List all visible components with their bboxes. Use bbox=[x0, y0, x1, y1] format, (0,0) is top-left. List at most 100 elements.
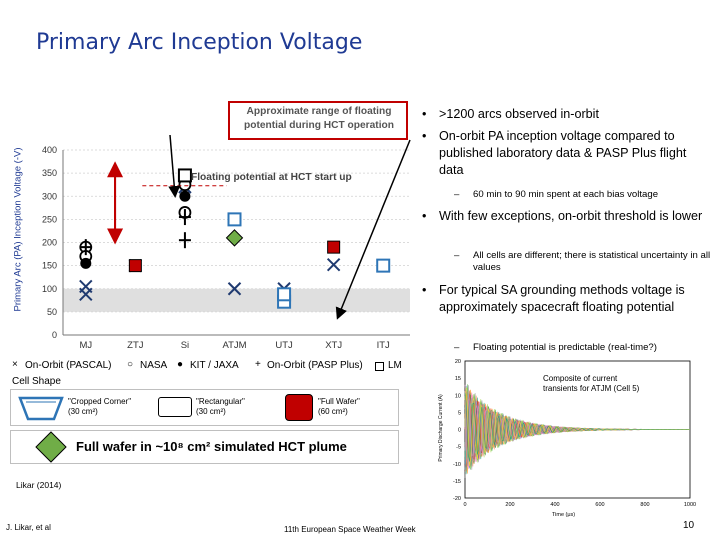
cell-shape-heading: Cell Shape bbox=[12, 376, 61, 387]
sub-bullet-3: – Floating potential is predictable (real… bbox=[454, 342, 716, 354]
marker-lm bbox=[227, 212, 242, 227]
footer-author: J. Likar, et al bbox=[6, 523, 51, 532]
inset-x-tick: 600 bbox=[595, 502, 604, 508]
full-wafer-shape bbox=[285, 394, 313, 421]
cropped-name: "Cropped Corner" bbox=[68, 397, 132, 406]
inset-x-tick: 800 bbox=[640, 502, 649, 508]
sub-bullet-1: – 60 min to 90 min spent at each bias vol… bbox=[454, 189, 716, 201]
y-tick-label: 150 bbox=[42, 261, 57, 271]
citation: Likar (2014) bbox=[16, 480, 62, 490]
rectangular-shape bbox=[158, 397, 192, 417]
inset-y-tick: 20 bbox=[455, 359, 461, 365]
sub-dash: – bbox=[454, 342, 460, 353]
marker-full-wafer bbox=[327, 240, 341, 254]
marker-lm bbox=[177, 168, 192, 183]
marker-pascal bbox=[79, 287, 93, 302]
x-category-label: ITJ bbox=[377, 340, 390, 351]
sub-dash: – bbox=[454, 189, 460, 200]
legend-plus-icon: + bbox=[255, 359, 261, 370]
bullet-3: • With few exceptions, on-orbit threshold… bbox=[422, 208, 712, 225]
x-category-label: ZTJ bbox=[127, 340, 144, 351]
sub-bullet-3-text: Floating potential is predictable (real-… bbox=[473, 342, 657, 353]
inset-y-tick: -10 bbox=[453, 462, 461, 468]
inset-xlabel: Time (μs) bbox=[552, 512, 576, 518]
x-category-label: ATJM bbox=[222, 340, 246, 351]
inset-annotation: Composite of current transients for ATJM… bbox=[543, 374, 640, 393]
chart-legend: × On-Orbit (PASCAL) ○ NASA ● KIT / JAXA … bbox=[12, 359, 412, 374]
x-category-label: Si bbox=[181, 340, 189, 351]
inset-transient-line bbox=[464, 392, 690, 462]
inset-y-tick: 10 bbox=[455, 393, 461, 399]
full-wafer-label: "Full Wafer" (60 cm²) bbox=[318, 397, 360, 417]
y-tick-label: 100 bbox=[42, 284, 57, 294]
inset-x-tick: 200 bbox=[505, 502, 514, 508]
y-tick-label: 200 bbox=[42, 238, 57, 248]
inset-y-tick: 15 bbox=[455, 376, 461, 382]
marker-pasp bbox=[178, 209, 191, 226]
marker-kit bbox=[179, 190, 191, 202]
y-tick-label: 250 bbox=[42, 214, 57, 224]
marker-lm bbox=[376, 258, 391, 273]
bullet-dot: • bbox=[422, 129, 427, 143]
y-tick-label: 0 bbox=[52, 330, 57, 340]
shaded-band bbox=[63, 288, 410, 312]
rectangular-label: "Rectangular" (30 cm²) bbox=[196, 397, 245, 417]
legend-nasa: NASA bbox=[140, 360, 168, 371]
range-callout-box bbox=[228, 101, 408, 140]
hct-label: Full wafer in ~10⁸ cm² simulated HCT plu… bbox=[76, 439, 347, 454]
legend-square-icon bbox=[375, 362, 384, 371]
marker-kit bbox=[80, 257, 92, 269]
bullet-4: • For typical SA grounding methods voltag… bbox=[422, 282, 712, 316]
sub-bullet-2-text: All cells are different; there is statis… bbox=[473, 250, 711, 273]
bullet-dot: • bbox=[422, 283, 427, 297]
inset-x-tick: 400 bbox=[550, 502, 559, 508]
startup-callout-label: Floating potential at HCT start up bbox=[191, 172, 352, 183]
page-number: 10 bbox=[683, 520, 695, 531]
marker-lm bbox=[277, 287, 292, 302]
bullet-dot: • bbox=[422, 107, 427, 121]
green-diamond-icon bbox=[35, 431, 67, 463]
x-category-label: MJ bbox=[79, 340, 92, 351]
range-callout-label: Approximate range of floating potential … bbox=[244, 106, 394, 131]
inset-y-tick: -15 bbox=[453, 479, 461, 485]
inset-ylabel: Primary Discharge Current (A) bbox=[438, 394, 444, 462]
rect-area: (30 cm²) bbox=[196, 407, 226, 416]
legend-kit: KIT / JAXA bbox=[190, 360, 239, 371]
inset-x-tick: 0 bbox=[463, 502, 466, 508]
sub-bullet-1-text: 60 min to 90 min spent at each bias volt… bbox=[473, 189, 659, 200]
bullet-4-text: For typical SA grounding methods voltage… bbox=[439, 283, 685, 314]
marker-pasp bbox=[79, 239, 92, 256]
bullet-3-text: With few exceptions, on-orbit threshold … bbox=[439, 209, 703, 223]
bullet-1: • >1200 arcs observed in-orbit bbox=[422, 106, 712, 123]
marker-full-wafer bbox=[128, 259, 142, 273]
bullet-dot: • bbox=[422, 209, 427, 223]
inset-x-tick: 1000 bbox=[684, 502, 696, 508]
inset-y-tick: 0 bbox=[458, 428, 461, 434]
marker-pascal bbox=[326, 257, 341, 272]
marker-pasp bbox=[178, 232, 191, 249]
plume-callout-pointer bbox=[335, 139, 411, 320]
legend-dot-icon: ● bbox=[177, 359, 184, 370]
hct-box bbox=[10, 430, 399, 464]
rect-name: "Rectangular" bbox=[196, 397, 245, 406]
legend-lm: LM bbox=[388, 360, 402, 371]
range-callout-pointer bbox=[168, 134, 181, 198]
page-title: Primary Arc Inception Voltage bbox=[36, 30, 363, 55]
arc-inception-chart: 0 50 100 150 200 250 300 350 400 MJ ZTJ Si ATJM UTJ X… bbox=[42, 134, 411, 351]
legend-pascal: On-Orbit (PASCAL) bbox=[25, 360, 112, 371]
bullet-2-text: On-orbit PA inception voltage compared t… bbox=[439, 129, 687, 177]
bullet-1-text: >1200 arcs observed in-orbit bbox=[439, 107, 599, 121]
full-area: (60 cm²) bbox=[318, 407, 348, 416]
legend-circle-icon: ○ bbox=[127, 359, 134, 370]
bullet-2: • On-orbit PA inception voltage compared … bbox=[422, 128, 712, 179]
y-tick-label: 400 bbox=[42, 145, 57, 155]
marker-hct bbox=[225, 229, 244, 247]
y-axis-title: Primary Arc (PA) Inception Voltage (-V) bbox=[12, 147, 24, 312]
sub-bullet-2: – All cells are different; there is stati… bbox=[454, 250, 716, 274]
y-tick-label: 50 bbox=[47, 307, 57, 317]
full-name: "Full Wafer" bbox=[318, 397, 360, 406]
y-tick-label: 300 bbox=[42, 191, 57, 201]
x-category-label: UTJ bbox=[275, 340, 293, 351]
legend-x-icon: × bbox=[12, 359, 18, 370]
